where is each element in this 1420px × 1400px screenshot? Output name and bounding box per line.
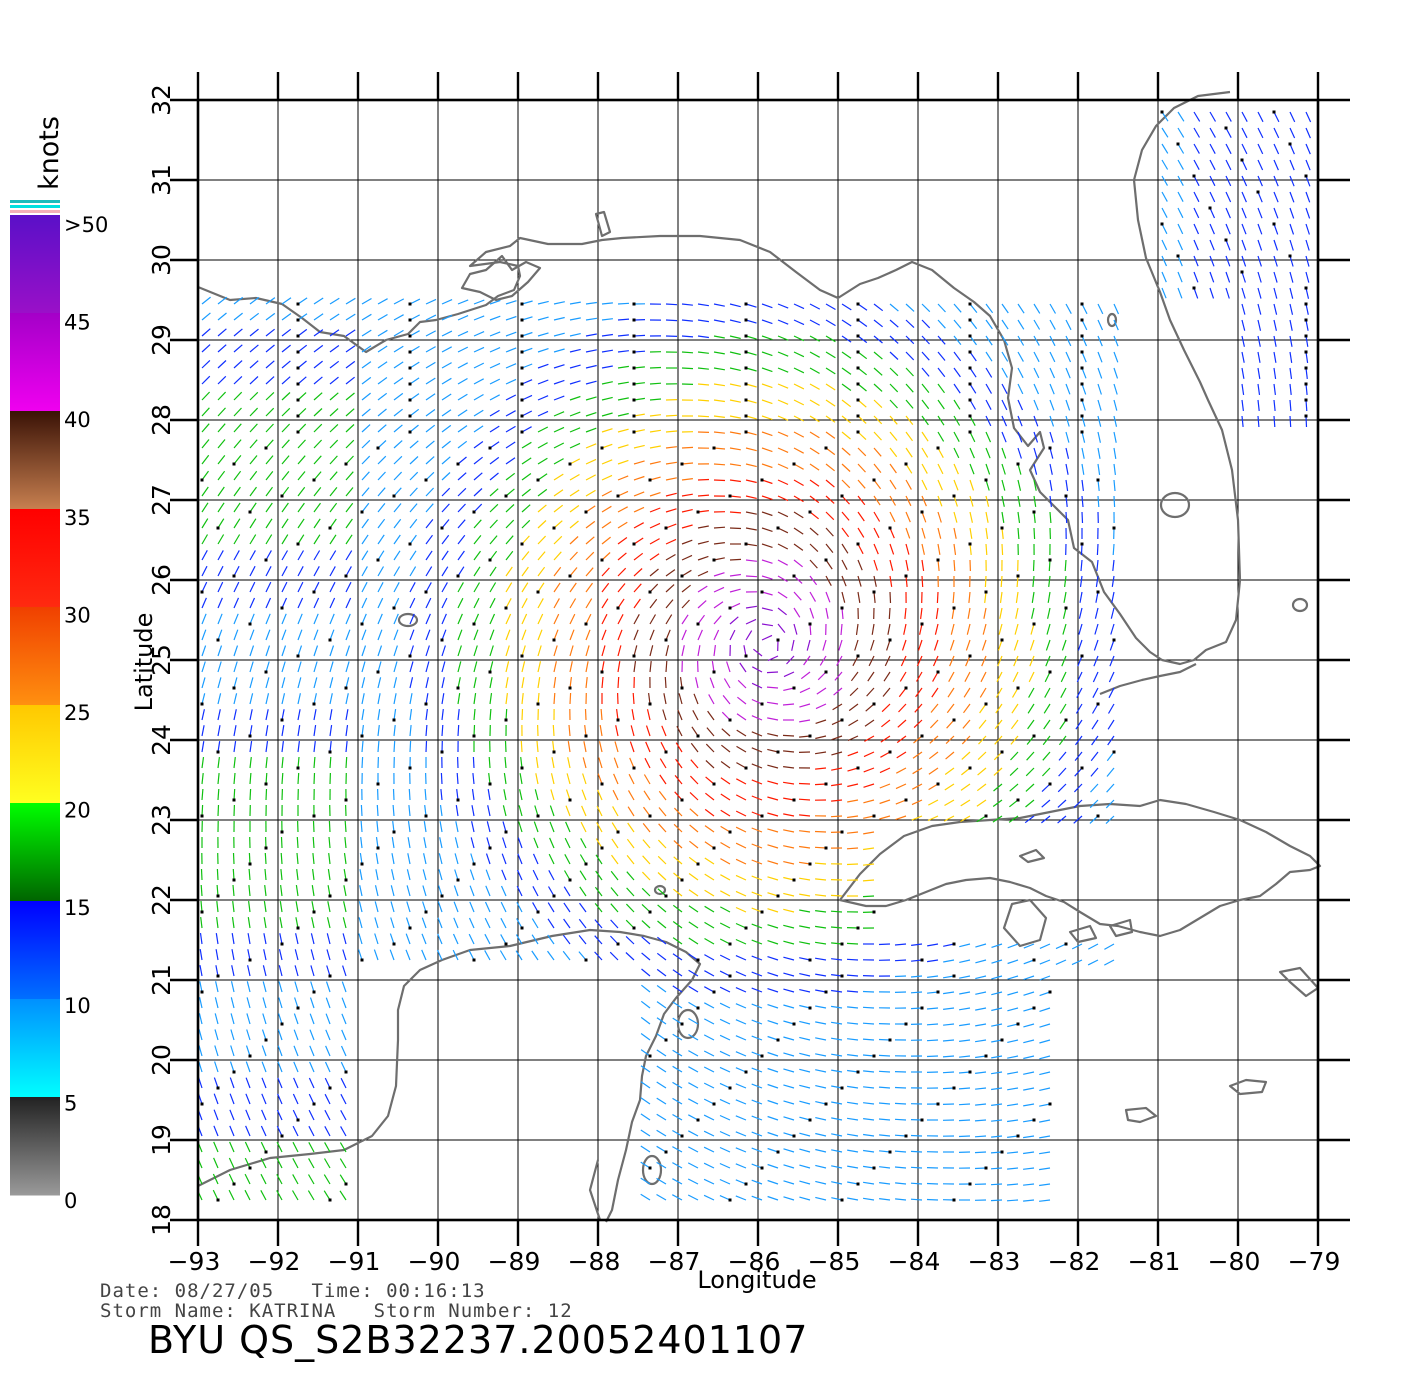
y-tick-label: 24 xyxy=(147,724,176,756)
colorbar-tick-label: 35 xyxy=(64,506,91,530)
y-tick-label: 18 xyxy=(147,1204,176,1236)
colorbar-segment xyxy=(10,607,60,706)
y-tick-label: 25 xyxy=(147,644,176,676)
x-tick-label: −86 xyxy=(728,1247,781,1276)
y-tick-labels: 18 19 20 21 22 23 24 25 26 27 28 29 30 31 32 xyxy=(147,84,176,1236)
colorbar-tick-label: 45 xyxy=(64,311,91,335)
colorbar-segment xyxy=(10,803,60,902)
colorbar-tick-label: 15 xyxy=(64,896,91,920)
date-time-line: Date: 08/27/05 Time: 00:16:13 xyxy=(100,1280,486,1302)
x-tick-label: −87 xyxy=(648,1247,701,1276)
y-tick-label: 32 xyxy=(147,84,176,116)
x-tick-label: −79 xyxy=(1288,1247,1341,1276)
colorbar: knots >50 45 40 35 30 25 20 15 10 5 0 xyxy=(10,116,108,1213)
colorbar-segment xyxy=(10,999,60,1098)
x-tick-label: −81 xyxy=(1128,1247,1181,1276)
x-tick-label: −80 xyxy=(1208,1247,1261,1276)
product-id: BYU QS_S2B32237.20052401107 xyxy=(148,1318,809,1362)
x-tick-label: −89 xyxy=(488,1247,541,1276)
coast-cuba xyxy=(838,798,1322,938)
x-tick-label: −93 xyxy=(168,1247,221,1276)
colorbar-tick-label: 0 xyxy=(64,1189,77,1213)
y-tick-label: 31 xyxy=(147,164,176,196)
y-tick-label: 19 xyxy=(147,1124,176,1156)
coast-mexico xyxy=(197,928,702,1223)
colorbar-unit-label: knots xyxy=(34,116,65,190)
y-tick-label: 21 xyxy=(147,964,176,996)
y-tick-label: 29 xyxy=(147,324,176,356)
x-tick-label: −83 xyxy=(968,1247,1021,1276)
x-tick-label: −82 xyxy=(1048,1247,1101,1276)
x-tick-label: −91 xyxy=(328,1247,381,1276)
colorbar-tick-label: 40 xyxy=(64,408,91,432)
y-tick-label: 30 xyxy=(147,244,176,276)
y-tick-label: 22 xyxy=(147,884,176,916)
x-axis-label: Longitude xyxy=(697,1266,816,1294)
x-tick-label: −85 xyxy=(808,1247,861,1276)
colorbar-tick-label: >50 xyxy=(64,213,108,237)
coast-us-gulf xyxy=(197,90,1242,666)
colorbar-tick-label: 20 xyxy=(64,799,91,823)
storm-info-line: Storm Name: KATRINA Storm Number: 12 xyxy=(100,1300,573,1322)
y-tick-label: 28 xyxy=(147,404,176,436)
y-tick-label: 26 xyxy=(147,564,176,596)
y-tick-label: 27 xyxy=(147,484,176,516)
colorbar-segment xyxy=(10,901,60,1000)
colorbar-segment xyxy=(10,705,60,804)
y-tick-label: 20 xyxy=(147,1044,176,1076)
x-tick-label: −90 xyxy=(408,1247,461,1276)
coastline xyxy=(197,90,1322,1223)
colorbar-segment xyxy=(10,215,60,314)
x-tick-label: −88 xyxy=(568,1247,621,1276)
x-tick-label: −84 xyxy=(888,1247,941,1276)
colorbar-segment xyxy=(10,509,60,608)
colorbar-tick-label: 10 xyxy=(64,994,91,1018)
y-tick-label: 23 xyxy=(147,804,176,836)
colorbar-tick-label: 30 xyxy=(64,603,91,627)
colorbar-segment xyxy=(10,1097,60,1196)
colorbar-tick-label: 25 xyxy=(64,701,91,725)
colorbar-tick-label: 5 xyxy=(64,1091,77,1115)
x-tick-label: −92 xyxy=(248,1247,301,1276)
plot-frame xyxy=(196,98,1320,1222)
colorbar-segment xyxy=(10,313,60,412)
y-axis-label: Latitude xyxy=(130,613,158,712)
colorbar-segment xyxy=(10,411,60,510)
wind-vectors xyxy=(196,110,1312,1202)
x-tick-labels: −93 −92 −91 −90 −89 −88 −87 −86 −85 −84 −83 −82 −81−… xyxy=(168,1247,1341,1276)
